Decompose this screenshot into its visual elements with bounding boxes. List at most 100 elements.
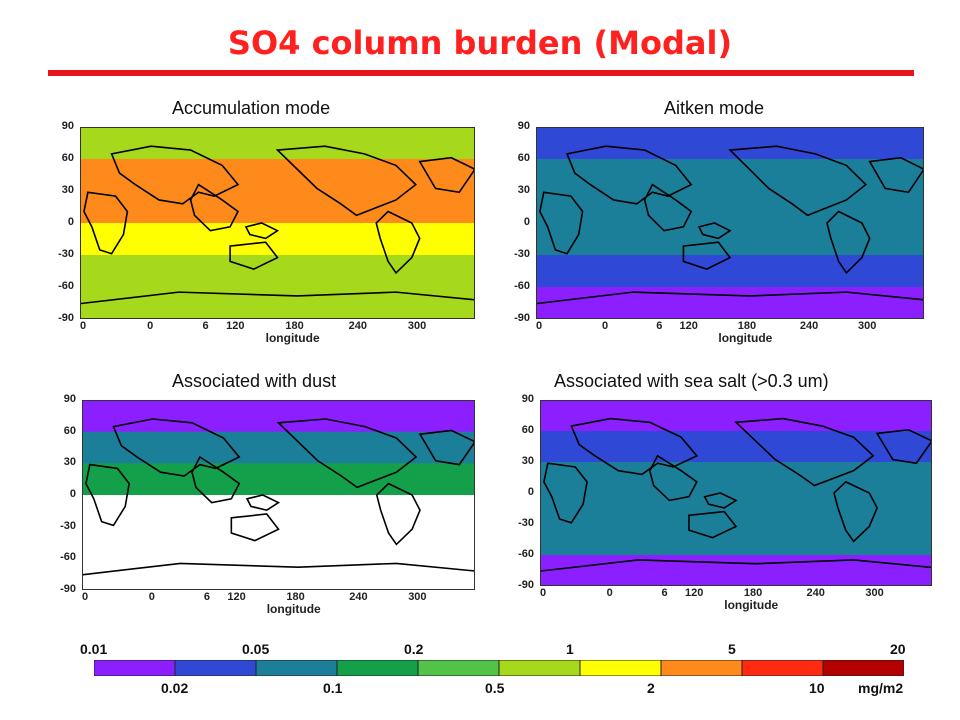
aitken-mode-map (536, 127, 924, 319)
coastline (278, 146, 416, 215)
coastline (540, 192, 583, 253)
latitude-band (80, 255, 475, 288)
latitude-band (540, 524, 932, 556)
x-axis-label: longitude (265, 331, 320, 345)
y-tick-label: 90 (61, 120, 74, 132)
coastline (82, 563, 475, 574)
coastline (113, 419, 239, 476)
coastline (544, 463, 587, 523)
y-tick-label: -60 (60, 551, 76, 564)
latitude-band (536, 127, 924, 160)
sea-salt-map (540, 400, 932, 586)
coastline (870, 158, 924, 193)
coastline (540, 560, 932, 571)
x-tick-label: 240 (348, 320, 367, 332)
panel-title-accumulation: Accumulation mode (172, 98, 331, 118)
latitude-band (80, 191, 475, 224)
y-tick-label: -30 (58, 248, 74, 260)
x-tick-label: 0 (540, 587, 547, 599)
coastline (231, 514, 278, 541)
dust-map (82, 400, 475, 590)
title-underline (48, 70, 914, 76)
colorbar-bottom-label: 0.02 (161, 680, 189, 696)
latitude-band (536, 159, 924, 192)
latitude-band (540, 431, 932, 463)
y-tick-label: -60 (514, 280, 530, 292)
x-tick-label: 300 (407, 320, 427, 332)
coastline (645, 185, 692, 231)
y-tick-label: 90 (521, 393, 534, 405)
y-tick-label: 30 (517, 184, 530, 196)
latitude-band (82, 463, 475, 496)
y-tick-label: -60 (518, 548, 534, 560)
map-frame (536, 127, 924, 319)
x-tick-label: 300 (865, 587, 884, 599)
coastline (86, 465, 129, 526)
latitude-band (80, 287, 475, 319)
coastline (192, 457, 239, 503)
coastline (246, 223, 278, 238)
y-tick-label: -90 (58, 312, 74, 324)
latitude-band (540, 555, 932, 586)
x-tick-label: 300 (858, 320, 877, 332)
y-tick-label: -60 (58, 280, 74, 292)
coastlines (80, 146, 475, 303)
latitude-band (540, 400, 932, 432)
y-tick-label: -30 (518, 517, 534, 529)
colorbar-bottom-label: 10 (809, 680, 825, 696)
colorbar-segment (417, 660, 500, 676)
map-frame (82, 400, 475, 590)
latitude-band (536, 287, 924, 319)
coastline (705, 493, 736, 508)
colorbar-top-label: 1 (566, 641, 574, 657)
colorbar-segment (255, 660, 338, 676)
coastline (567, 146, 691, 204)
colorbar-segment (94, 660, 176, 676)
coastline (571, 419, 696, 475)
y-tick-label: 60 (63, 424, 76, 437)
coastline (84, 192, 127, 253)
y-tick-label: -90 (60, 583, 76, 595)
x-tick-label: 120 (226, 320, 245, 332)
x-tick-label: 180 (743, 587, 763, 599)
latitude-band (540, 462, 932, 494)
x-tick-label: 0 (82, 591, 89, 603)
latitude-band (82, 431, 475, 464)
y-tick-label: 60 (517, 152, 530, 164)
colorbar-segment (822, 660, 904, 676)
coastline (112, 146, 238, 204)
slide-title: SO4 column burden (Modal) (227, 24, 733, 62)
x-tick-label: 0 (147, 320, 154, 332)
x-axis-label: longitude (724, 598, 779, 612)
latitude-band (82, 400, 475, 433)
y-tick-label: 30 (63, 456, 76, 469)
y-tick-label: 60 (61, 152, 74, 164)
colorbar-top-label: 5 (728, 641, 736, 657)
x-tick-label: 240 (799, 320, 819, 332)
x-tick-label: 120 (685, 587, 704, 599)
coastline (683, 242, 730, 269)
colorbar-top-label: 0.01 (80, 641, 108, 657)
colorbar-bottom-label: 0.1 (323, 680, 343, 696)
x-tick-label: 6 (203, 591, 210, 603)
coastline (247, 495, 278, 510)
y-tick-label: 90 (517, 120, 530, 132)
y-tick-label: -30 (514, 248, 530, 260)
colorbar-top-label: 0.2 (404, 641, 424, 657)
coastline (420, 430, 475, 464)
y-tick-label: 60 (521, 424, 534, 436)
x-tick-label: 0 (536, 320, 543, 332)
x-tick-label: 0 (606, 587, 613, 599)
x-tick-label: 6 (661, 587, 668, 599)
colorbar-segment (660, 660, 743, 676)
colorbar-bottom-label: 2 (647, 680, 655, 696)
colorbar-segment (741, 660, 824, 676)
y-tick-label: -30 (60, 519, 76, 532)
coastline (827, 211, 870, 272)
x-tick-label: 120 (227, 591, 246, 603)
colorbar-top-label: 20 (890, 641, 906, 657)
colorbar-segment (336, 660, 419, 676)
coastline (80, 292, 475, 304)
y-tick-label: 0 (523, 216, 530, 228)
colorbar-top-label: 0.05 (242, 641, 270, 657)
